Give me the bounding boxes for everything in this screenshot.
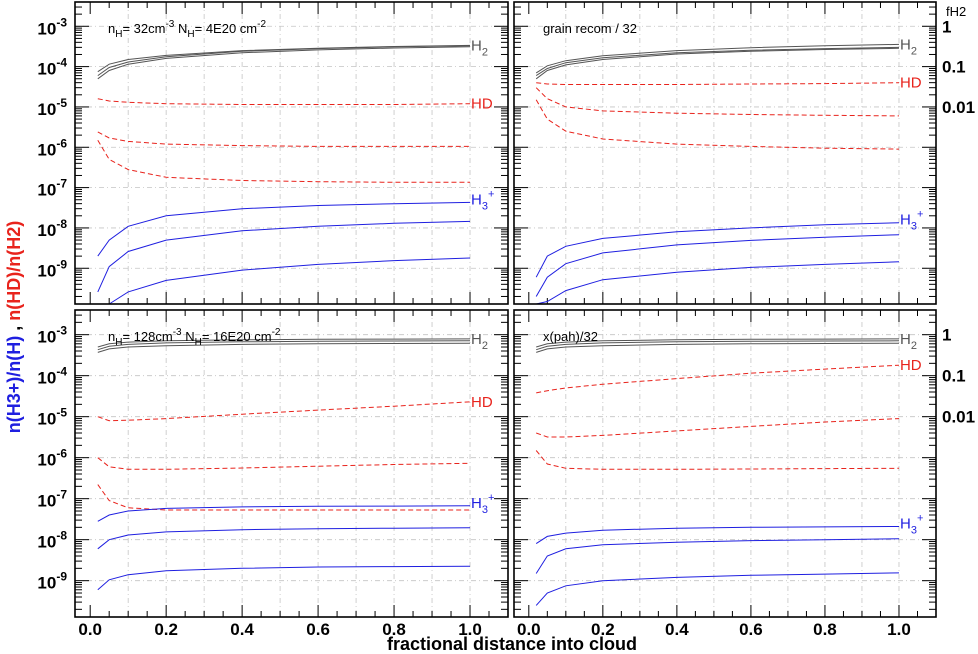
series-line-hd <box>535 450 900 470</box>
y-tick-label: 10-7 <box>37 488 67 511</box>
series-line-h2 <box>535 47 900 80</box>
y-label-blue: n(H3+)/n(H) <box>4 336 24 434</box>
curve-label-h3plus: H3+ <box>471 188 494 212</box>
x-axis-label: fractional distance into cloud <box>387 634 637 654</box>
panel-annotation: grain recom / 32 <box>543 21 637 36</box>
series-line-hd <box>97 98 471 105</box>
y-axis-label: n(H3+)/n(H) , n(HD)/n(H2) <box>4 221 24 434</box>
y-label-sep: , <box>4 321 24 336</box>
plot-frame <box>513 309 937 618</box>
y-tick-label: 10-5 <box>37 406 67 429</box>
right-tick-label: 1 <box>942 17 951 36</box>
y-tick-label: 10-3 <box>37 15 67 38</box>
series-line-h3plus <box>97 527 471 550</box>
right-tick-label: 0.01 <box>942 408 975 427</box>
series-line-hd <box>536 82 900 85</box>
series-line-h2 <box>97 342 471 353</box>
curve-label-h3plus: H3+ <box>471 492 494 516</box>
panel-annotation: nH= 128cm-3 NH= 16E20 cm-2 <box>108 327 281 348</box>
curve-label-h2: H2 <box>900 36 917 57</box>
series-line-hd <box>536 364 900 394</box>
series-line-h2 <box>535 43 900 74</box>
panel-top-right: H2 HD H3+ 1 0.1 0.01 grain recom / 32 <box>513 1 975 305</box>
series-line-h3plus <box>97 565 471 591</box>
series-line-h3plus <box>535 526 900 545</box>
panel-bottom-left: H2 HD H3+ 10-9 10-8 10-7 10-6 10-5 10-4 10-3 0.0 0.… <box>37 309 509 639</box>
y-tick-label: 10-5 <box>37 96 67 119</box>
series-line-h2 <box>536 340 900 351</box>
right-axis-label: fH2 <box>946 4 966 19</box>
x-tick-label: 0.0 <box>517 620 541 639</box>
x-tick-label: 0.4 <box>230 620 254 639</box>
series-line-hd <box>97 457 471 470</box>
x-tick-label: 0.8 <box>813 620 837 639</box>
curve-label-hd: HD <box>471 394 493 411</box>
curve-label-h3plus: H3+ <box>900 209 923 233</box>
y-tick-label: 10-6 <box>37 136 67 159</box>
y-tick-label: 10-4 <box>37 365 67 388</box>
right-tick-label: 0.01 <box>942 98 975 117</box>
series-line-h2 <box>97 44 471 73</box>
panel-annotation: x(pah)/32 <box>543 329 598 344</box>
x-tick-label: 0.2 <box>591 620 615 639</box>
series-line-h2 <box>97 338 471 348</box>
curve-label-h3plus: H3+ <box>900 512 923 536</box>
series-line-hd <box>97 139 470 183</box>
series-line-h2 <box>536 342 900 353</box>
x-tick-label: 0.2 <box>154 620 178 639</box>
curve-label-hd: HD <box>471 96 493 113</box>
x-tick-label: 0.6 <box>306 620 330 639</box>
series-line-h3plus <box>97 505 471 522</box>
series-line-h3plus <box>535 572 900 606</box>
panel-top-left: H2 HD H3+ 10-9 10-8 10-7 10-6 10-5 10-4 10-3 nH= 3… <box>37 1 509 305</box>
series-line-h3plus <box>97 201 471 257</box>
series-line-h3plus <box>108 257 471 305</box>
series-line-h3plus <box>535 234 900 297</box>
curve-label-h2: H2 <box>900 331 917 352</box>
series-line-hd <box>97 484 470 511</box>
series-line-h3plus <box>97 220 471 293</box>
plot-frame <box>74 309 509 618</box>
series-line-h2 <box>97 46 471 80</box>
curve-label-hd: HD <box>900 357 922 374</box>
right-tick-label: 0.1 <box>942 367 966 386</box>
x-tick-label: 0.0 <box>78 620 102 639</box>
series-line-h3plus <box>535 538 900 574</box>
panels: H2 HD H3+ 10-9 10-8 10-7 10-6 10-5 10-4 10-3 nH= 3… <box>37 1 975 639</box>
x-tick-label: 0.6 <box>739 620 763 639</box>
panel-annotation: nH= 32cm-3 NH= 4E20 cm-2 <box>108 19 266 40</box>
y-tick-label: 10-4 <box>37 56 67 79</box>
series-line-hd <box>97 131 470 147</box>
curve-label-h2: H2 <box>471 37 488 58</box>
y-tick-label: 10-6 <box>37 447 67 470</box>
series-line-hd <box>536 418 900 438</box>
panel-bottom-right: H2 HD H3+ 1 0.1 0.01 0.0 0.2 0.4 0.6 0.8 1.0 x(pah)/… <box>513 309 975 639</box>
x-tick-label: 1.0 <box>458 620 482 639</box>
curve-label-h2: H2 <box>471 331 488 352</box>
series-line-h3plus <box>535 222 900 278</box>
series-line-hd <box>535 87 900 117</box>
x-tick-label: 0.4 <box>665 620 689 639</box>
y-label-red: n(HD)/n(H2) <box>4 221 24 321</box>
x-tick-label: 0.8 <box>382 620 406 639</box>
y-tick-label: 10-9 <box>37 257 67 280</box>
right-tick-label: 1 <box>942 326 951 345</box>
series-line-h2 <box>535 46 900 77</box>
curve-label-hd: HD <box>900 75 922 92</box>
plot-frame <box>513 1 937 305</box>
series-line-h2 <box>536 338 900 348</box>
x-tick-label: 1.0 <box>887 620 911 639</box>
y-tick-label: 10-9 <box>37 570 67 593</box>
series-line-hd <box>535 99 900 150</box>
plot-frame <box>74 1 509 305</box>
y-tick-label: 10-7 <box>37 177 67 200</box>
series-line-h2 <box>97 340 471 351</box>
right-tick-label: 0.1 <box>942 58 966 77</box>
y-tick-label: 10-8 <box>37 529 67 552</box>
y-tick-label: 10-3 <box>37 324 67 347</box>
y-tick-label: 10-8 <box>37 217 67 240</box>
series-line-h3plus <box>536 261 900 305</box>
series-line-hd <box>97 401 471 422</box>
